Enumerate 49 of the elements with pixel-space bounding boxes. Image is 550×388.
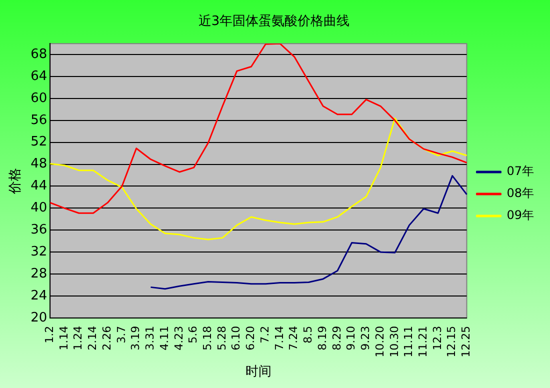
y-tick-label: 56 [30, 112, 48, 128]
x-tick-label: 8.19 [316, 326, 329, 350]
x-tick-label: 3.7 [114, 326, 128, 344]
x-tick-label: 1.2 [43, 326, 56, 344]
y-tick-label: 60 [30, 90, 48, 106]
x-tick-label: 8.5 [302, 326, 315, 344]
y-tick-label: 36 [30, 222, 48, 238]
y-tick-label: 28 [30, 266, 48, 282]
x-tick-label: 9.10 [344, 326, 358, 350]
legend-label: 08年 [506, 186, 534, 200]
x-tick-label: 12.25 [460, 326, 473, 358]
x-tick-label: 5.18 [201, 326, 214, 350]
y-tick-label: 44 [30, 178, 48, 194]
x-tick-label: 5.28 [215, 326, 228, 350]
x-tick-label: 9.23 [359, 326, 372, 350]
x-tick-label: 12.3 [430, 326, 444, 350]
legend-label: 07年 [506, 164, 534, 178]
x-tick-label: 6.10 [230, 326, 243, 350]
y-tick-label: 40 [30, 200, 48, 216]
x-tick-label: 11.11 [402, 326, 416, 358]
y-tick-label: 24 [30, 288, 48, 304]
chart-title: 近3年固体蛋氨酸价格曲线 [198, 14, 350, 30]
x-tick-label: 2.26 [100, 326, 114, 350]
x-tick-label: 3.19 [129, 326, 142, 350]
x-tick-label: 7.14 [272, 326, 286, 350]
x-tick-label: 2.14 [86, 326, 100, 350]
x-tick-label: 7.2 [258, 326, 272, 344]
x-tick-label: 7.24 [287, 326, 300, 350]
x-axis-title: 时间 [245, 364, 272, 380]
x-tick-label: 1.24 [72, 326, 85, 350]
y-tick-label: 32 [30, 244, 48, 260]
x-tick-label: 12.15 [445, 326, 458, 358]
y-axis-title: 价格 [8, 168, 24, 195]
x-tick-label: 6.20 [244, 326, 258, 350]
y-tick-label: 52 [30, 134, 48, 150]
y-tick-label: 68 [30, 46, 48, 62]
x-tick-label: 11.21 [416, 326, 430, 358]
x-tick-label: 5.6 [186, 326, 200, 344]
x-tick-label: 10.30 [388, 326, 401, 358]
x-tick-label: 4.23 [172, 326, 186, 350]
y-tick-label: 48 [30, 156, 48, 172]
x-tick-label: 4.11 [158, 326, 171, 350]
y-tick-label: 20 [30, 310, 48, 326]
legend-label: 09年 [506, 208, 534, 222]
x-tick-label: 1.14 [57, 326, 70, 350]
x-tick-label: 3.31 [144, 326, 157, 350]
x-tick-label: 8.29 [330, 326, 344, 350]
x-tick-label: 10.20 [373, 326, 386, 358]
y-tick-label: 64 [30, 68, 48, 84]
